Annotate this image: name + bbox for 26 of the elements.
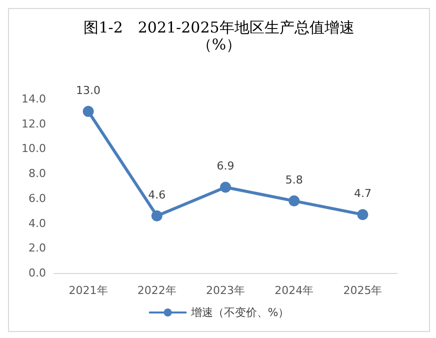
y-tick-label: 10.0: [22, 142, 46, 156]
chart-title: 图1-2 2021-2025年地区生产总值增速: [84, 18, 354, 36]
point: [151, 210, 162, 222]
legend-label: 增速（不变价、%）: [190, 306, 290, 319]
data-label: 6.9: [216, 160, 234, 173]
point: [357, 209, 368, 220]
data-label: 4.7: [354, 187, 372, 200]
y-tick-label: 12.0: [22, 117, 46, 130]
point: [82, 106, 94, 117]
x-tick-label: 2022年: [137, 284, 176, 297]
point: [288, 195, 300, 206]
y-tick-label: 8.0: [28, 167, 46, 180]
y-tick-label: 14.0: [22, 92, 46, 106]
x-tick-label: 2024年: [274, 284, 314, 297]
y-tick-label: 6.0: [28, 192, 46, 205]
x-tick-label: 2025年: [343, 284, 382, 297]
y-tick-label: 2.0: [28, 242, 46, 255]
y-tick-label: 0.0: [28, 266, 46, 280]
y-tick-label: 4.0: [28, 216, 46, 230]
x-tick-label: 2021年: [68, 284, 108, 297]
data-label: 5.8: [285, 173, 303, 186]
data-label: 13.0: [76, 84, 101, 97]
x-tick-label: 2023年: [206, 284, 245, 297]
point: [220, 182, 231, 193]
chart-subtitle: （%）: [196, 36, 242, 54]
data-label: 4.6: [148, 188, 166, 202]
